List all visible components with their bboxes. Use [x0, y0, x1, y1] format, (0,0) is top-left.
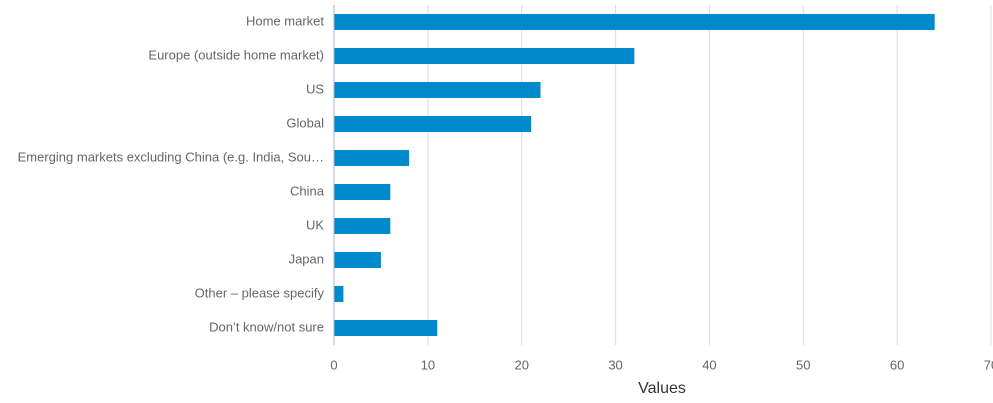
x-tick-label: 60	[890, 357, 904, 372]
x-axis-title: Values	[638, 380, 686, 397]
bar	[334, 48, 635, 64]
y-tick-label: Global	[286, 115, 324, 130]
bar	[334, 218, 391, 234]
y-tick-label: Europe (outside home market)	[148, 47, 324, 62]
y-tick-label: Home market	[246, 13, 324, 28]
x-tick-label: 70	[984, 357, 993, 372]
bar	[334, 14, 935, 30]
x-tick-label: 0	[330, 357, 337, 372]
y-tick-label: UK	[306, 217, 324, 232]
x-tick-label: 50	[796, 357, 810, 372]
bar	[334, 320, 438, 336]
y-tick-label: Emerging markets excluding China (e.g. I…	[18, 149, 324, 164]
y-tick-label: Japan	[289, 251, 324, 266]
bar	[334, 82, 541, 98]
bar	[334, 286, 344, 302]
bar	[334, 116, 532, 132]
y-tick-label: Other – please specify	[195, 285, 325, 300]
x-tick-label: 10	[421, 357, 435, 372]
bar	[334, 184, 391, 200]
y-tick-label: Don’t know/not sure	[209, 319, 324, 334]
bar	[334, 150, 410, 166]
x-tick-label: 40	[702, 357, 716, 372]
y-tick-label: China	[290, 183, 325, 198]
x-tick-label: 20	[514, 357, 528, 372]
y-tick-label: US	[306, 81, 324, 96]
x-tick-label: 30	[608, 357, 622, 372]
bar	[334, 252, 381, 268]
